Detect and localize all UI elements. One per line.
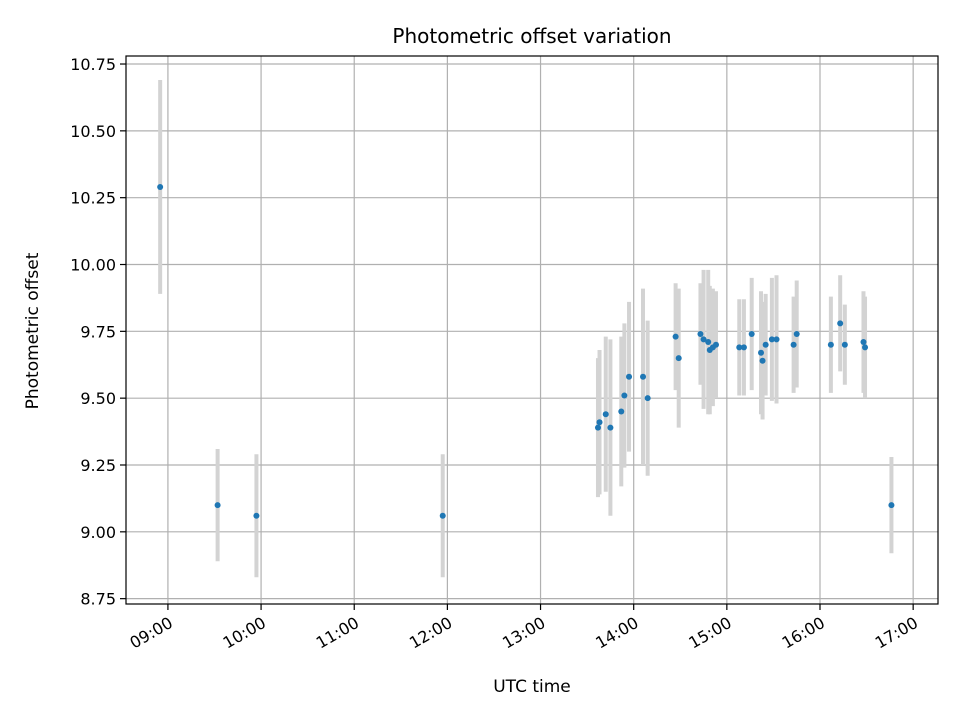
data-point: [607, 424, 614, 431]
y-tick-label: 10.50: [70, 122, 116, 141]
data-point: [768, 336, 775, 343]
data-point: [214, 502, 221, 509]
data-point: [675, 355, 682, 362]
data-point: [672, 333, 679, 340]
data-point: [860, 339, 867, 346]
data-point: [157, 183, 164, 190]
data-point: [712, 341, 719, 348]
data-point: [602, 411, 609, 418]
data-point: [790, 341, 797, 348]
data-points: [157, 183, 895, 519]
y-tick-label: 8.75: [80, 590, 116, 609]
data-point: [759, 357, 766, 364]
y-tick-label: 9.75: [80, 322, 116, 341]
data-point: [762, 341, 769, 348]
data-point: [439, 512, 446, 519]
data-point: [594, 424, 601, 431]
data-point: [837, 320, 844, 327]
x-axis-title: UTC time: [493, 677, 571, 697]
data-point: [596, 419, 603, 426]
data-point: [862, 344, 869, 351]
y-tick-label: 10.25: [70, 189, 116, 208]
y-tick-label: 9.50: [80, 389, 116, 408]
data-point: [621, 392, 628, 399]
data-point: [793, 331, 800, 338]
data-point: [644, 395, 651, 402]
y-tick-label: 10.75: [70, 55, 116, 74]
data-point: [697, 331, 704, 338]
data-point: [773, 336, 780, 343]
data-point: [748, 331, 755, 338]
data-point: [841, 341, 848, 348]
chart-title: Photometric offset variation: [392, 24, 671, 48]
grid: [126, 56, 938, 604]
data-point: [740, 344, 747, 351]
y-axis-ticks: 8.75 9.00 9.25 9.50 9.75 10.00 10.25 10.50 10.75: [70, 55, 126, 609]
data-point: [758, 349, 765, 356]
data-point: [736, 344, 743, 351]
y-tick-label: 10.00: [70, 256, 116, 275]
data-point: [640, 373, 647, 380]
data-point: [705, 339, 712, 346]
y-axis-title: Photometric offset: [23, 252, 43, 409]
data-point: [626, 373, 633, 380]
data-point: [700, 336, 707, 343]
data-point: [827, 341, 834, 348]
plot-area-frame: [125, 55, 939, 605]
y-tick-label: 9.00: [80, 523, 116, 542]
y-tick-label: 9.25: [80, 456, 116, 475]
data-point: [618, 408, 625, 415]
data-point: [253, 512, 260, 519]
data-point: [888, 502, 895, 509]
